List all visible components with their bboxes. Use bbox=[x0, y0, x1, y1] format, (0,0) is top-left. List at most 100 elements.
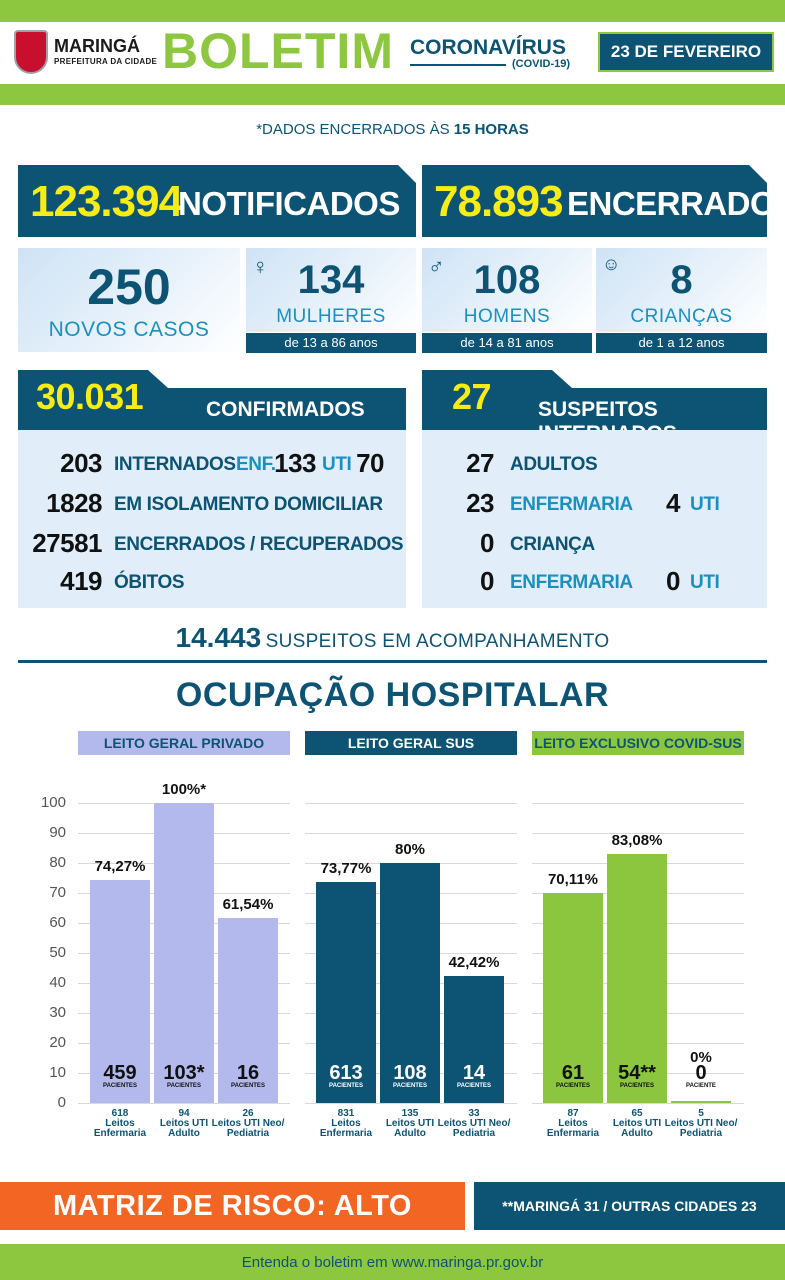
bar-percent-label: 80% bbox=[394, 841, 426, 858]
y-tick-label: 30 bbox=[49, 1004, 66, 1021]
notificados-value: 123.394 bbox=[30, 177, 183, 226]
data-cutoff-hour: 15 HORAS bbox=[453, 121, 529, 138]
x-axis-label: 87 Leitos Enfermaria bbox=[533, 1109, 613, 1139]
chart-bar bbox=[316, 881, 376, 1103]
chart-bar bbox=[444, 975, 504, 1103]
gridline bbox=[532, 803, 744, 804]
patients-count: 0 bbox=[695, 1062, 707, 1084]
beds-label: Leitos UTI Adulto bbox=[159, 1118, 209, 1139]
y-tick-label: 90 bbox=[49, 824, 66, 841]
suspeitos-stats: 27 ADULTOS 23 ENFERMARIA 4 UTI 0 CRIANÇA… bbox=[422, 430, 767, 608]
page-subtitle-2: (COVID-19) bbox=[512, 58, 571, 70]
homens-card: ♂ 108 HOMENS bbox=[422, 248, 592, 332]
beds-count: 94 bbox=[178, 1108, 190, 1119]
bar-percent-label: 42,42% bbox=[448, 953, 500, 971]
bar-patients-label: 103* PACIENTES bbox=[154, 1063, 214, 1089]
gridline bbox=[532, 833, 744, 834]
y-tick-label: 40 bbox=[49, 974, 66, 991]
data-cutoff-note: *DADOS ENCERRADOS ÀS 15 HORAS bbox=[0, 121, 785, 138]
mulheres-card: ♀ 134 MULHERES bbox=[246, 248, 416, 332]
gridline bbox=[532, 1103, 744, 1104]
beds-count: 33 bbox=[468, 1108, 480, 1119]
novos-casos-card: 250 NOVOS CASOS bbox=[18, 248, 240, 352]
bar-patients-label: 14 PACIENTES bbox=[444, 1063, 504, 1089]
notificados-panel: 123.394 NOTIFICADOS bbox=[18, 165, 416, 237]
encerrados-value: 78.893 bbox=[434, 177, 564, 226]
beds-count: 135 bbox=[401, 1108, 419, 1119]
acompanhamento-label: SUSPEITOS EM ACOMPANHAMENTO bbox=[265, 631, 610, 652]
obitos-label: ÓBITOS bbox=[114, 572, 185, 593]
bar-patients-label: 0 PACIENTE bbox=[671, 1063, 731, 1089]
patients-count: 108 bbox=[393, 1062, 427, 1084]
confirmados-value: 30.031 bbox=[36, 376, 144, 417]
novos-casos-label: NOVOS CASOS bbox=[48, 318, 210, 341]
internados-enf-value: 133 bbox=[274, 448, 316, 478]
y-tick-label: 70 bbox=[49, 884, 66, 901]
bar-patients-label: 459 PACIENTES bbox=[90, 1063, 150, 1089]
page-subtitle: CORONAVÍRUS bbox=[410, 36, 566, 59]
adultos-label: ADULTOS bbox=[510, 454, 598, 475]
y-tick-label: 0 bbox=[57, 1094, 66, 1111]
female-person-icon: ♀ bbox=[252, 254, 269, 279]
category-leito-covid: LEITO EXCLUSIVO COVID-SUS bbox=[532, 731, 744, 755]
y-tick-label: 80 bbox=[49, 854, 66, 871]
chart-bar bbox=[90, 880, 150, 1103]
mulheres-value: 134 bbox=[297, 258, 365, 302]
city-name: MARINGÁ bbox=[54, 36, 140, 56]
x-axis-label: 94 Leitos UTI Adulto bbox=[144, 1109, 224, 1139]
adultos-uti-label: UTI bbox=[690, 494, 720, 515]
male-person-icon: ♂ bbox=[428, 254, 445, 279]
city-subtitle: PREFEITURA DA CIDADE bbox=[54, 57, 158, 66]
bar-patients-label: 16 PACIENTES bbox=[218, 1063, 278, 1089]
section-divider bbox=[18, 660, 767, 663]
isolamento-label: EM ISOLAMENTO DOMICILIAR bbox=[114, 494, 383, 515]
patients-caption: PACIENTES bbox=[329, 1083, 363, 1089]
cities-note: **MARINGÁ 31 / OUTRAS CIDADES 23 bbox=[474, 1182, 785, 1230]
footer-link[interactable]: Entenda o boletim em www.maringa.pr.gov.… bbox=[0, 1244, 785, 1280]
bar-percent-label: 83,08% bbox=[611, 831, 663, 849]
internados-enf-label: ENF. bbox=[236, 454, 276, 475]
adultos-enf-label: ENFERMARIA bbox=[510, 494, 633, 515]
beds-count: 618 bbox=[111, 1108, 129, 1119]
crianca-enf-label: ENFERMARIA bbox=[510, 572, 633, 593]
notificados-label: NOTIFICADOS bbox=[178, 185, 400, 222]
gridline bbox=[305, 833, 517, 834]
bar-percent-label: 70,11% bbox=[547, 870, 599, 888]
bar-patients-label: 61 PACIENTES bbox=[543, 1063, 603, 1089]
ocupacao-title: OCUPAÇÃO HOSPITALAR bbox=[175, 676, 610, 714]
bar-percent-label: 0% bbox=[690, 1049, 712, 1066]
x-axis-label: 5 Leitos UTI Neo/ Pediatria bbox=[661, 1109, 741, 1139]
criancas-label: CRIANÇAS bbox=[630, 306, 733, 327]
patients-count: 61 bbox=[561, 1062, 585, 1084]
obitos-value: 419 bbox=[60, 566, 102, 596]
patients-caption: PACIENTES bbox=[103, 1083, 137, 1089]
crianca-value: 0 bbox=[480, 528, 494, 558]
y-tick-label: 100 bbox=[40, 794, 66, 811]
bar-percent-label: 100%* bbox=[161, 781, 207, 798]
patients-count: 613 bbox=[329, 1062, 363, 1084]
homens-value: 108 bbox=[473, 258, 541, 302]
x-axis-label: 33 Leitos UTI Neo/ Pediatria bbox=[434, 1109, 514, 1139]
bar-percent-label: 74,27% bbox=[94, 858, 146, 876]
recuperados-label: ENCERRADOS / RECUPERADOS bbox=[114, 534, 404, 555]
crianca-uti-label: UTI bbox=[690, 572, 720, 593]
chart-bar bbox=[607, 853, 667, 1103]
patients-count: 54** bbox=[618, 1062, 656, 1084]
crianca-label: CRIANÇA bbox=[510, 534, 595, 555]
beds-label: Leitos Enfermaria bbox=[93, 1118, 147, 1139]
adultos-enf-value: 23 bbox=[466, 488, 494, 518]
x-axis-label: 831 Leitos Enfermaria bbox=[306, 1109, 386, 1139]
patients-count: 14 bbox=[462, 1062, 486, 1084]
patients-caption: PACIENTE bbox=[686, 1083, 716, 1089]
city-crest-icon bbox=[14, 30, 48, 74]
chart-bar bbox=[218, 918, 278, 1103]
patients-caption: PACIENTES bbox=[457, 1083, 491, 1089]
date-badge: 23 DE FEVEREIRO bbox=[598, 32, 774, 72]
confirmados-header: 30.031 CONFIRMADOS bbox=[18, 370, 406, 430]
homens-label: HOMENS bbox=[463, 306, 551, 327]
patients-caption: PACIENTES bbox=[231, 1083, 265, 1089]
suspeitos-value: 27 bbox=[452, 376, 492, 417]
chart-bar bbox=[543, 892, 603, 1103]
patients-count: 459 bbox=[103, 1062, 137, 1084]
page-title: BOLETIM bbox=[162, 23, 394, 79]
